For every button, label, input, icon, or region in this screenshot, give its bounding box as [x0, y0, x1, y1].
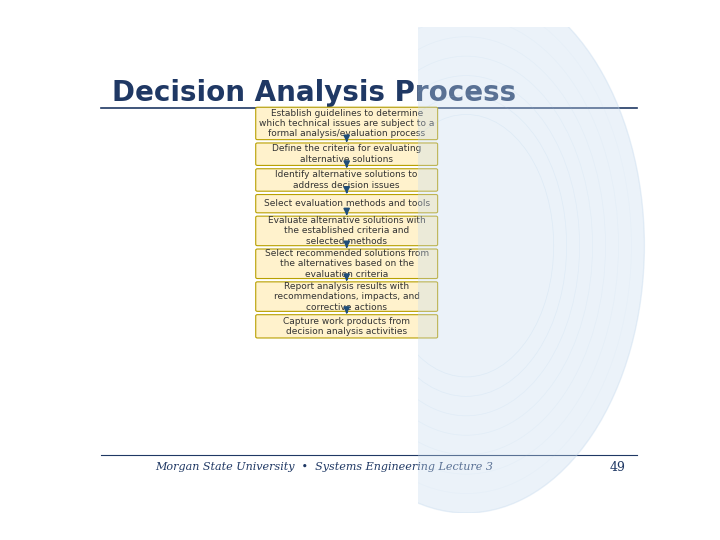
Text: Establish guidelines to determine
which technical issues are subject to a
formal: Establish guidelines to determine which …: [259, 109, 434, 138]
Text: Capture work products from
decision analysis activities: Capture work products from decision anal…: [283, 316, 410, 336]
Text: Evaluate alternative solutions with
the established criteria and
selected method: Evaluate alternative solutions with the …: [268, 216, 426, 246]
Text: Morgan State University  •  Systems Engineering Lecture 3: Morgan State University • Systems Engine…: [156, 462, 493, 472]
FancyBboxPatch shape: [256, 282, 438, 312]
Text: Select recommended solutions from
the alternatives based on the
evaluation crite: Select recommended solutions from the al…: [265, 249, 428, 279]
FancyBboxPatch shape: [256, 315, 438, 338]
Circle shape: [288, 0, 644, 513]
Text: 49: 49: [610, 461, 626, 474]
FancyBboxPatch shape: [256, 168, 438, 191]
FancyBboxPatch shape: [256, 194, 438, 213]
Text: Decision Analysis Process: Decision Analysis Process: [112, 79, 516, 107]
Text: Define the criteria for evaluating
alternative solutions: Define the criteria for evaluating alter…: [272, 145, 421, 164]
FancyBboxPatch shape: [256, 249, 438, 279]
Text: Select evaluation methods and tools: Select evaluation methods and tools: [264, 199, 430, 208]
Text: Report analysis results with
recommendations, impacts, and
corrective actions: Report analysis results with recommendat…: [274, 282, 420, 312]
Text: Identify alternative solutions to
address decision issues: Identify alternative solutions to addres…: [276, 170, 418, 190]
FancyBboxPatch shape: [256, 216, 438, 246]
FancyBboxPatch shape: [256, 143, 438, 165]
FancyBboxPatch shape: [256, 107, 438, 140]
